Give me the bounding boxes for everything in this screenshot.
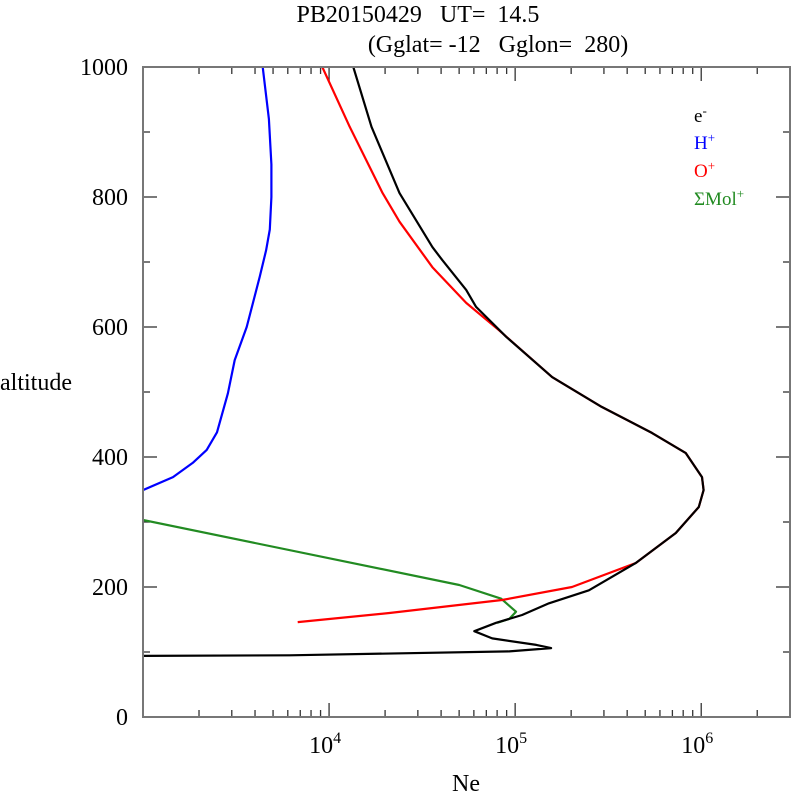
plot-frame (142, 66, 791, 718)
legend-entry: e- (694, 103, 707, 127)
x-tick-label-exponent: 4 (333, 730, 341, 747)
legend-entry: ΣMol+ (694, 186, 744, 210)
legend-label: H (694, 133, 708, 154)
series-line-h-plus (143, 67, 273, 492)
series-line-electron (143, 67, 705, 657)
legend: e-H+O+ΣMol+ (694, 103, 744, 210)
x-tick-label: 104 (309, 730, 341, 759)
series-layer (143, 67, 705, 657)
y-tick-label: 1000 (80, 55, 128, 81)
x-tick-label: 105 (495, 730, 527, 759)
x-tick-label: 106 (681, 730, 713, 759)
x-tick-label-base: 10 (495, 733, 519, 759)
x-tick-label-base: 10 (309, 733, 333, 759)
legend-label: ΣMol (694, 189, 737, 210)
y-tick-label: 800 (92, 185, 128, 211)
legend-label: e (694, 106, 702, 127)
y-tick-labels: 0 200 400 600 800 1000 (80, 55, 128, 731)
x-tick-label-exponent: 6 (705, 730, 713, 747)
legend-label: O (694, 161, 708, 182)
y-tick-label: 400 (92, 445, 128, 471)
legend-label-sup: + (737, 186, 744, 201)
legend-label-sup: + (708, 158, 715, 173)
legend-entry: O+ (694, 158, 715, 182)
x-tick-labels: 104 105 106 (309, 730, 713, 759)
series-line-molecular-ions (143, 518, 518, 624)
y-tick-label: 0 (116, 705, 128, 731)
chart-title-line2: (Gglat= -12 Gglon= 280) (368, 32, 628, 58)
x-tick-label-exponent: 5 (519, 730, 527, 747)
chart-title-line1: PB20150429 UT= 14.5 (297, 2, 540, 28)
series-line-o-plus (297, 67, 705, 624)
legend-label-sup: - (702, 103, 706, 118)
legend-label-sup: + (708, 130, 715, 145)
x-axis-label: Ne (452, 771, 480, 796)
y-tick-label: 600 (92, 315, 128, 341)
legend-entry: H+ (694, 130, 715, 154)
x-tick-label-base: 10 (681, 733, 705, 759)
y-axis-label: altitude (0, 370, 72, 396)
axis-ticks (143, 67, 790, 717)
y-tick-label: 200 (92, 575, 128, 601)
